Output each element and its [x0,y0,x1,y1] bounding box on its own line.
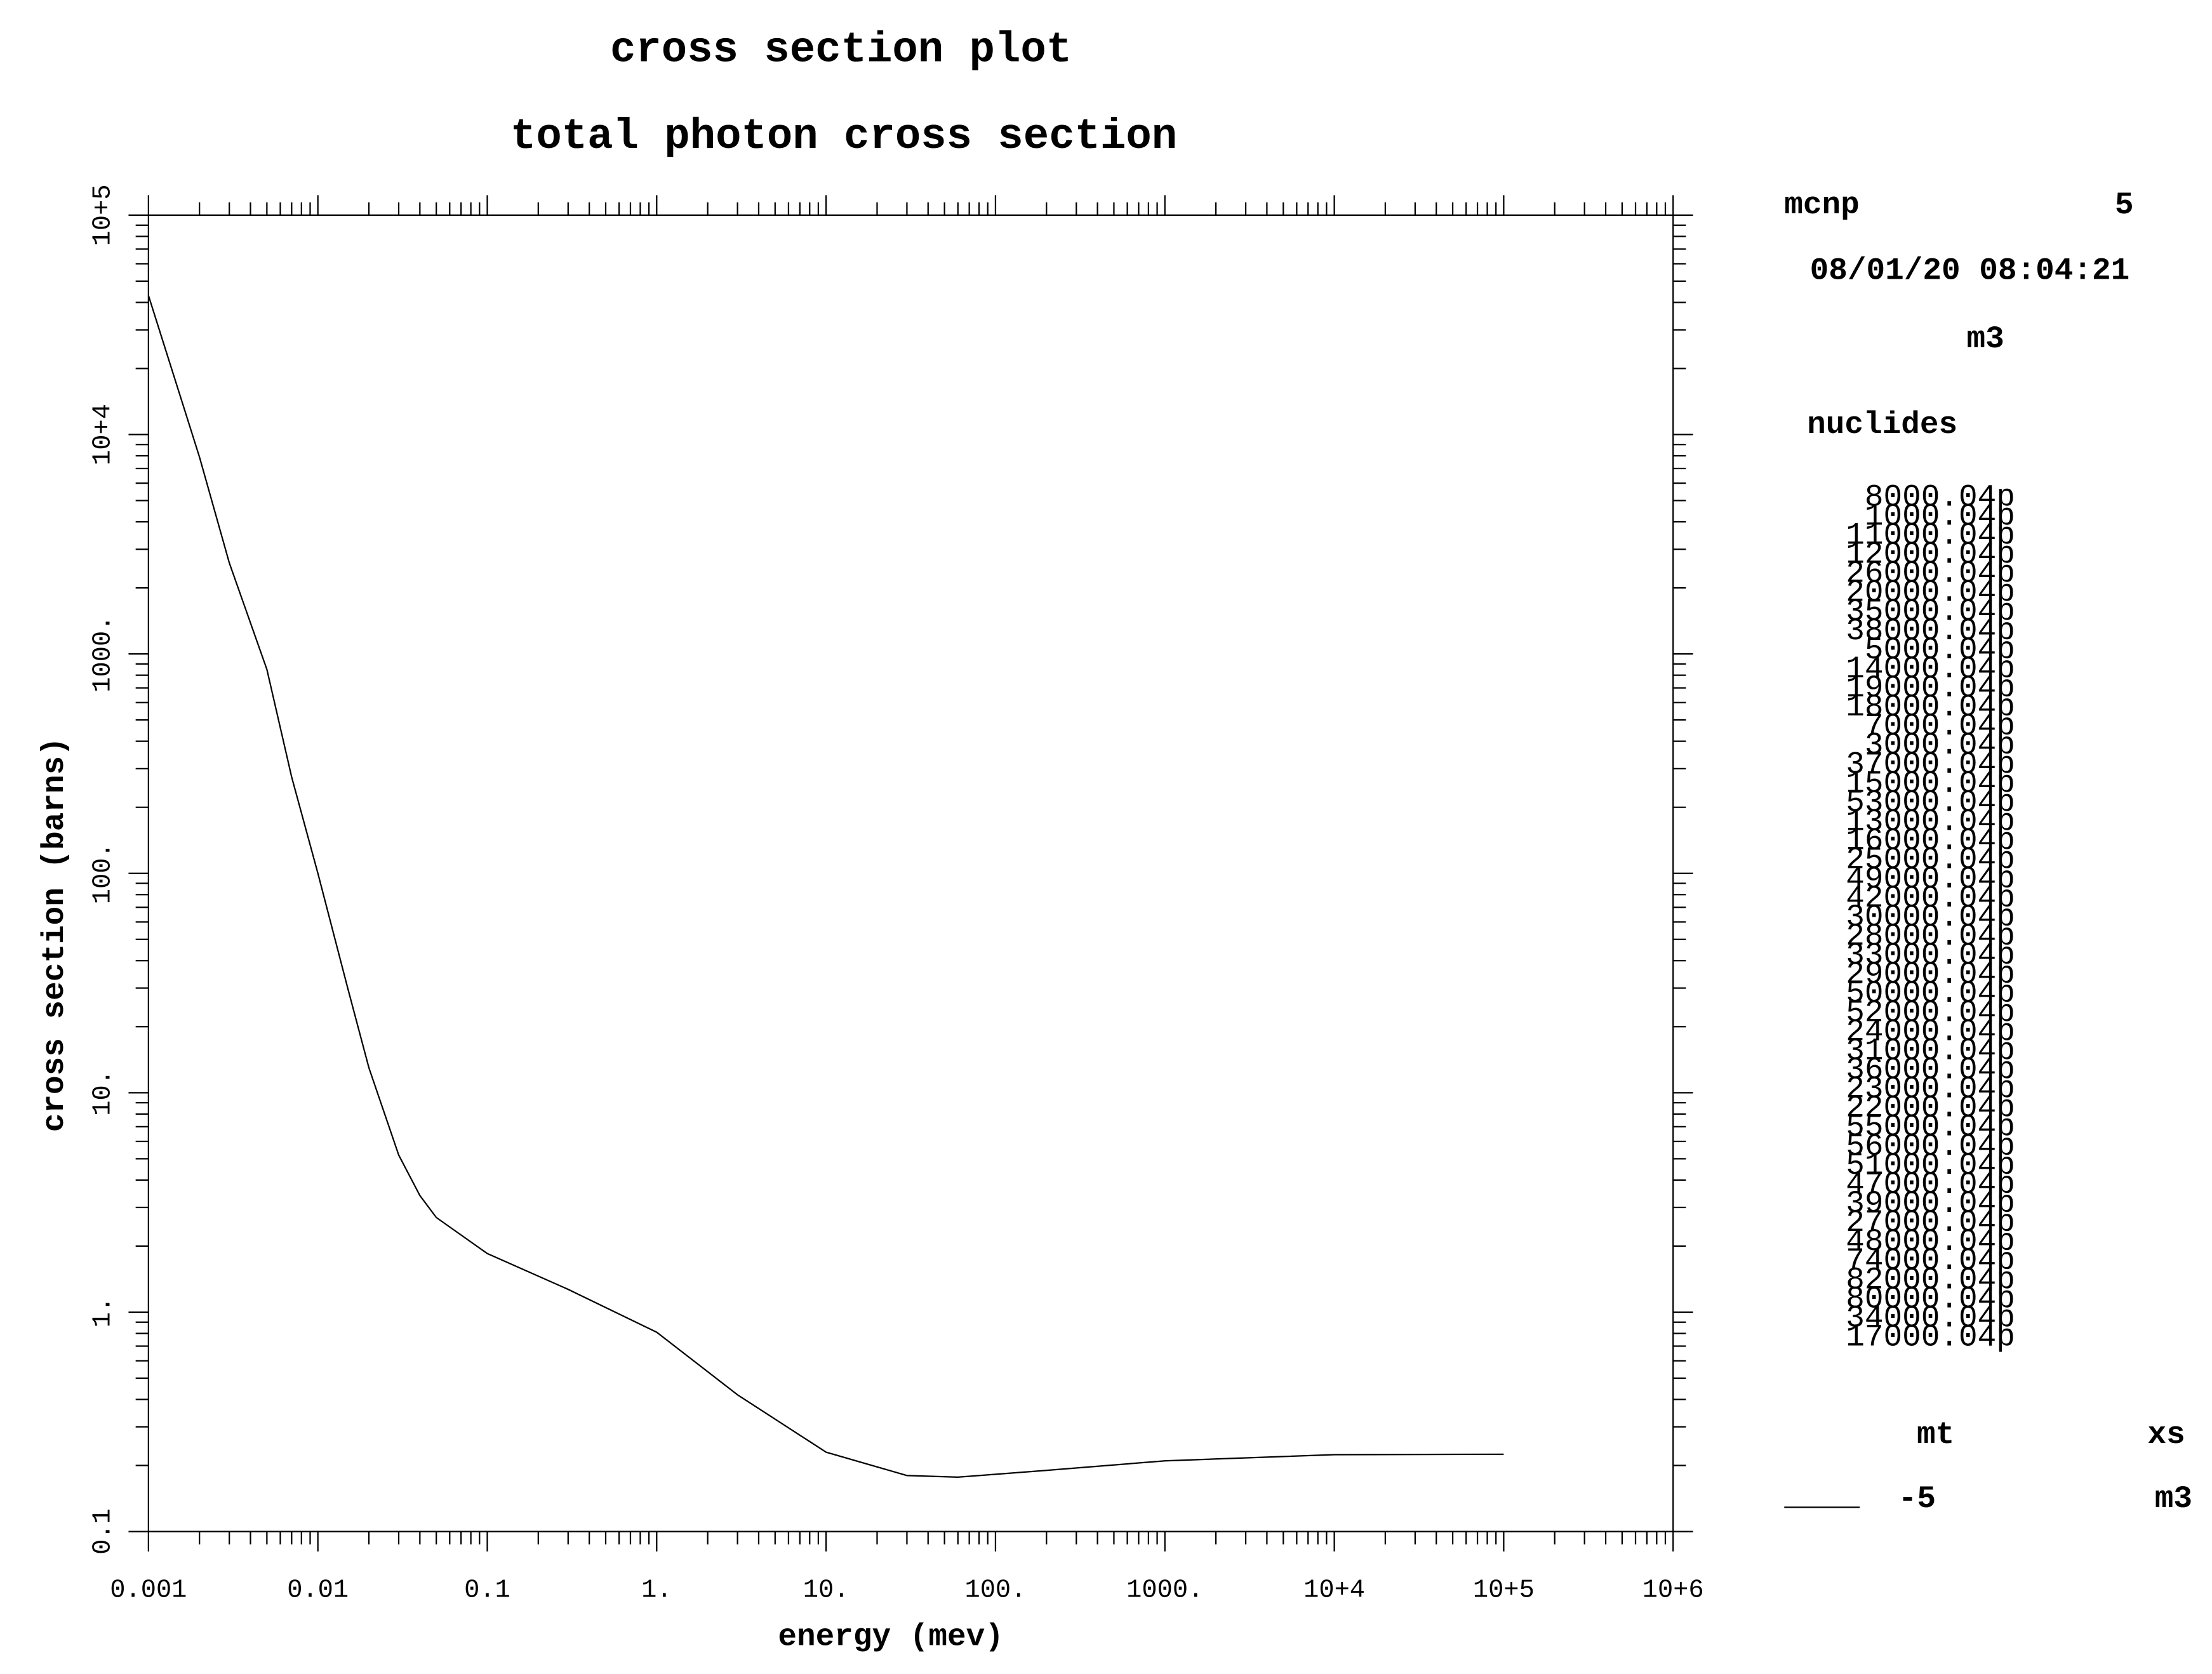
nuclide: 34000.04p [1846,1300,2015,1336]
nuclide: 50000.04p [1846,976,2015,1011]
nuclide: 36000.04p [1846,1052,2015,1087]
nuclide: 23000.04p [1846,1072,2015,1107]
chart-title: cross section plot [610,26,1072,74]
nuclide: 30000.04p [1846,900,2015,935]
nuclide: 74000.04p [1846,1243,2015,1279]
nuclide: 17000.04p [1846,1320,2015,1355]
nuclide: 55000.04p [1846,1110,2015,1145]
legend-mt-header: mt [1917,1417,1954,1452]
nuclide: 42000.04p [1846,880,2015,916]
nuclide: 8000.04p [1865,479,2015,515]
material: m3 [1967,321,2004,357]
nuclide: 20000.04p [1846,575,2015,611]
x-tick-label: 100. [964,1576,1026,1605]
timestamp: 08/01/20 08:04:21 [1810,253,2130,288]
x-tick-label: 0.001 [110,1576,187,1605]
nuclide: 18000.04p [1846,689,2015,725]
x-tick-label: 1000. [1126,1576,1203,1605]
nuclide: 3000.04p [1865,727,2015,763]
y-tick-label: 10+4 [89,404,118,465]
x-tick-label: 0.01 [287,1576,349,1605]
nuclide: 35000.04p [1846,594,2015,630]
legend-xs-header: xs [2148,1417,2185,1452]
nuclide: 49000.04p [1846,861,2015,897]
nuclide: 22000.04p [1846,1091,2015,1126]
nuclides-title: nuclides [1807,407,1957,442]
nuclide: 33000.04p [1846,938,2015,973]
nuclide: 51000.04p [1846,1148,2015,1183]
nuclide: 14000.04p [1846,651,2015,687]
x-tick-label: 10+5 [1473,1576,1535,1605]
legend-name: m3 [2155,1481,2192,1517]
nuclide: 48000.04p [1846,1224,2015,1259]
nuclide: 26000.04p [1846,556,2015,592]
y-axis-label: cross section (barns) [37,737,72,1132]
code-version: 5 [2115,187,2134,223]
nuclide: 52000.04p [1846,995,2015,1030]
y-tick-label: 1000. [89,616,118,693]
nuclide: 13000.04p [1846,804,2015,840]
x-tick-label: 10. [803,1576,849,1605]
x-tick-label: 10+6 [1642,1576,1704,1605]
nuclide: 38000.04p [1846,613,2015,649]
nuclide: 29000.04p [1846,957,2015,992]
data-line [147,295,1504,1478]
nuclide: 56000.04p [1846,1129,2015,1164]
nuclide: 11000.04p [1846,517,2015,553]
nuclide: 7000.04p [1865,708,2015,744]
nuclide: 37000.04p [1846,747,2015,782]
nuclide: 24000.04p [1846,1014,2015,1049]
nuclide: 19000.04p [1846,670,2015,706]
x-tick-label: 10+4 [1303,1576,1365,1605]
x-tick-label: 1. [641,1576,672,1605]
y-tick-label: 10+5 [89,184,118,246]
y-tick-label: 100. [89,842,118,904]
nuclide: 27000.04p [1846,1205,2015,1240]
legend-mt: -5 [1898,1481,1936,1517]
x-tick-label: 0.1 [464,1576,510,1605]
code-name: mcnp [1784,187,1859,223]
y-tick-label: 1. [89,1297,118,1327]
x-axis-label: energy (mev) [778,1619,1003,1655]
y-tick-label: 10. [89,1070,118,1116]
nuclide: 53000.04p [1846,785,2015,820]
y-tick-label: 0.1 [89,1508,118,1555]
nuclide: 28000.04p [1846,919,2015,954]
nuclide: 47000.04p [1846,1167,2015,1202]
nuclide: 12000.04p [1846,537,2015,573]
nuclide: 80000.04p [1846,1281,2015,1317]
nuclide: 31000.04p [1846,1033,2015,1068]
nuclide: 1000.04p [1865,498,2015,534]
nuclide: 5000.04p [1865,632,2015,668]
nuclide: 39000.04p [1846,1186,2015,1221]
nuclide: 16000.04p [1846,823,2015,859]
nuclide: 25000.04p [1846,842,2015,878]
nuclide: 15000.04p [1846,766,2015,801]
chart-subtitle: total photon cross section [510,113,1177,161]
nuclide: 82000.04p [1846,1262,2015,1298]
